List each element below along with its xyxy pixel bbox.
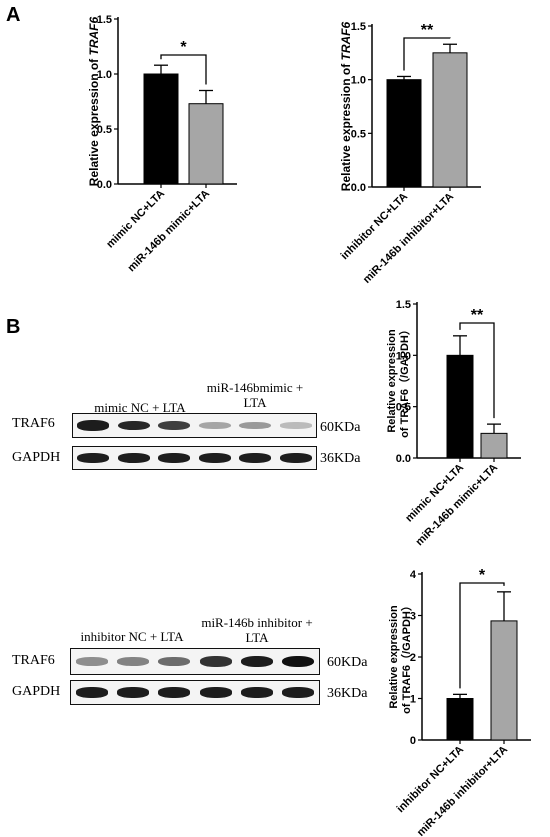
y-axis-title-line: Relative expression xyxy=(388,605,400,709)
panel-label-b: B xyxy=(6,316,21,338)
bar xyxy=(446,354,474,459)
blot-band xyxy=(199,687,232,698)
blot-band xyxy=(279,453,312,463)
blot-row-label-traf6: TRAF6 xyxy=(12,653,55,668)
y-tick-label: 1.0 xyxy=(97,69,112,81)
bar xyxy=(143,73,179,185)
y-tick-label: 1.5 xyxy=(351,21,366,33)
y-tick-label: 3 xyxy=(410,611,416,623)
blot-size-label-traf6: 60KDa xyxy=(320,420,361,435)
blot-band xyxy=(199,656,232,667)
bar xyxy=(188,103,224,185)
y-tick-label: 1.5 xyxy=(396,299,411,311)
blot-band xyxy=(117,453,150,463)
y-axis-title-line: of TRAF6（/GAPDH） xyxy=(398,324,411,438)
y-tick-label: 1 xyxy=(410,694,416,706)
blot-band xyxy=(198,453,231,463)
y-tick-label: 0.0 xyxy=(97,179,112,191)
y-tick-label: 0.0 xyxy=(396,453,411,465)
blot-row-label-gapdh: GAPDH xyxy=(12,450,61,465)
blot-band xyxy=(240,687,274,698)
blot-band xyxy=(77,453,110,463)
y-tick-label: 1.5 xyxy=(97,14,112,26)
blot-band xyxy=(282,655,315,668)
blot-strip-gapdh xyxy=(72,446,317,470)
y-tick-label: 1.0 xyxy=(351,75,366,87)
blot-row-label-traf6: TRAF6 xyxy=(12,416,55,431)
significance-bracket xyxy=(459,582,505,689)
blot-band xyxy=(239,421,272,430)
blot-row-label-gapdh: GAPDH xyxy=(12,684,61,699)
significance-bracket xyxy=(403,37,451,71)
blot-band xyxy=(75,687,108,698)
x-tick-label: mimic NC+LTA xyxy=(403,462,466,525)
blot-band xyxy=(75,657,108,666)
blot-band xyxy=(158,420,191,431)
blot-band xyxy=(158,687,191,698)
y-tick-label: 0.0 xyxy=(351,182,366,194)
blot-strip-gapdh xyxy=(70,680,320,705)
bar xyxy=(432,52,468,188)
blot-band xyxy=(239,453,272,463)
y-tick-label: 4 xyxy=(410,569,417,581)
blot-group-label-2: miR-146bmimic + LTA xyxy=(206,380,304,410)
y-axis-title: Relative expression of TRAF6 xyxy=(339,21,353,191)
western-blot-mimic: mimic NC + LTA miR-146bmimic + LTA TRAF6… xyxy=(0,370,380,480)
y-tick-label: 0.5 xyxy=(97,124,112,136)
x-tick-label: miR-146b inhibitor+LTA xyxy=(361,191,456,286)
blot-size-label-gapdh: 36KDa xyxy=(327,686,368,701)
blot-band xyxy=(158,657,191,666)
bar xyxy=(446,698,474,741)
y-tick-label: 2 xyxy=(410,652,416,664)
blot-size-label-gapdh: 36KDa xyxy=(320,451,361,466)
bar xyxy=(386,79,422,188)
blot-group-label-2: miR-146b inhibitor + LTA xyxy=(201,615,313,645)
significance-label: * xyxy=(180,39,187,56)
blot-band xyxy=(282,687,315,698)
blot-strip-traf6 xyxy=(72,413,317,438)
y-tick-label: 1.0 xyxy=(396,350,411,362)
y-tick-label: 0.5 xyxy=(396,402,411,414)
blot-band xyxy=(240,656,274,667)
blot-size-label-traf6: 60KDa xyxy=(327,655,368,670)
panel-label-a: A xyxy=(6,4,21,26)
blot-strip-traf6 xyxy=(70,648,320,675)
significance-label: ** xyxy=(421,22,434,39)
blot-band xyxy=(116,657,150,666)
blot-band xyxy=(198,422,231,429)
y-axis-title-line: of TRAF6（/GAPDH） xyxy=(400,600,413,714)
significance-bracket xyxy=(459,322,495,419)
significance-label: * xyxy=(479,567,486,584)
blot-group-label-1: mimic NC + LTA xyxy=(94,400,186,415)
blot-band xyxy=(116,687,150,698)
significance-bracket xyxy=(160,54,207,85)
x-tick-label: miR-146b inhibitor+LTA xyxy=(415,744,510,837)
x-tick-label: miR-146b mimic+LTA xyxy=(125,188,212,275)
blot-band xyxy=(279,422,312,429)
significance-label: ** xyxy=(471,307,484,324)
y-tick-label: 0 xyxy=(410,735,416,747)
y-axis-title: Relative expression of TRAF6 xyxy=(87,16,101,186)
blot-band xyxy=(158,453,191,463)
western-blot-inhibitor: inhibitor NC + LTA miR-146b inhibitor + … xyxy=(0,615,380,730)
bar xyxy=(480,432,508,459)
blot-band xyxy=(77,420,110,431)
blot-group-label-1: inhibitor NC + LTA xyxy=(80,629,184,644)
bar xyxy=(490,620,518,741)
y-tick-label: 0.5 xyxy=(351,128,366,140)
blot-band xyxy=(117,420,150,431)
y-axis-title-line: Relative expression xyxy=(386,329,398,433)
